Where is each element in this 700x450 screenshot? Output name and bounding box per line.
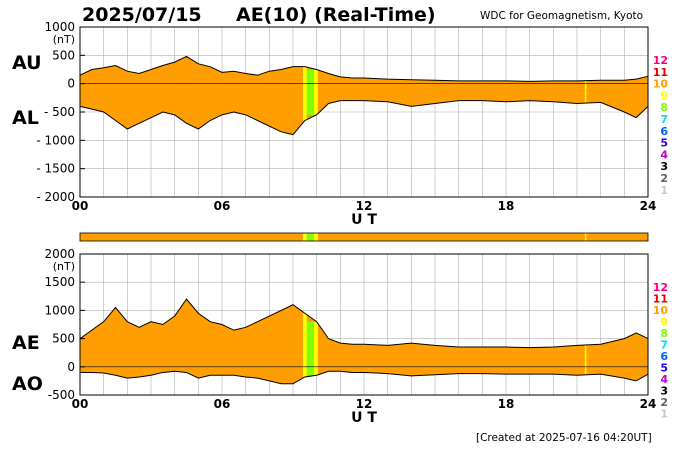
panel-ae-ao-unit-label: (nT) (53, 260, 75, 273)
panel-au-al-xtick-label: 24 (640, 199, 657, 213)
data-center-label: WDC for Geomagnetism, Kyoto (480, 10, 644, 22)
panel-au-al-series-label-al: AL (12, 107, 39, 129)
panel-au-al-unit-label: (nT) (53, 33, 75, 46)
panel-ae-ao-ytick-label: 2000 (44, 247, 75, 261)
panel-ae-ao-series-label-ae: AE (12, 332, 40, 354)
panel-ae-ao-series-label-ao: AO (12, 373, 43, 395)
panel-au-al-station-count-10: 10 (653, 78, 669, 91)
panel-ae-ao-station-count-9: 9 (660, 316, 668, 329)
panel-ae-ao-station-count-4: 4 (660, 373, 668, 386)
panel-ae-ao-area (80, 299, 648, 384)
panel-ae-ao-ytick-label: 0 (67, 360, 75, 374)
panel-ae-ao-station-count-2: 2 (660, 396, 668, 409)
panel-au-al-ytick-label: - 500 (44, 105, 75, 119)
panel-au-al-station-count-8: 8 (660, 101, 668, 114)
panel-ae-ao-station-count-1: 1 (660, 408, 668, 421)
panel-au-al-station-count-5: 5 (660, 137, 668, 150)
panel-ae-ao-xtick-label: 12 (356, 397, 373, 411)
panel-au-al-xtick-label: 18 (498, 199, 515, 213)
panel-au-al-ytick-label: 500 (52, 48, 75, 62)
panel-au-al-station-count-1: 1 (660, 184, 668, 197)
panel-ae-ao-xaxis-label: U T (351, 410, 377, 426)
panel-ae-ao-station-count-10: 10 (653, 304, 669, 317)
panel-ae-ao-ytick-label: 500 (52, 332, 75, 346)
panel-ae-ao-xtick-label: 18 (498, 397, 515, 411)
station-count-bar (79, 232, 649, 242)
panel-au-al-station-count-3: 3 (660, 160, 668, 173)
panel-ae-ao-station-count-3: 3 (660, 385, 668, 398)
panel-ae-ao-xtick-label: 06 (214, 397, 231, 411)
panel-au-al-station-band (584, 80, 587, 103)
panel-au-al-station-band (313, 69, 318, 115)
station-count-bar-segment (313, 233, 318, 241)
panel-ae-ao-series-ao (80, 370, 649, 385)
panel-ae-ao-ytick-label: 1000 (44, 303, 75, 317)
panel-ae-ao-station-band (313, 321, 318, 376)
station-count-bar-segment (306, 233, 314, 241)
panel-au-al-station-count-7: 7 (660, 113, 668, 126)
panel-ae-ao-xtick-label: 24 (640, 397, 657, 411)
panel-ae-ao-station-count-8: 8 (660, 327, 668, 340)
panel-ae-ao-station-count-12: 12 (653, 281, 668, 294)
panel-au-al-ytick-label: - 1000 (36, 133, 75, 147)
panel-au-al-ytick-label: - 1500 (36, 162, 75, 176)
panel-au-al-station-band (302, 66, 307, 121)
panel-au-al-area (80, 56, 648, 135)
panel-au-al-xtick-label: 06 (214, 199, 231, 213)
station-count-bar-segment (584, 233, 587, 241)
panel-au-al-station-count-4: 4 (660, 148, 668, 161)
panel-au-al-station-count-12: 12 (653, 54, 668, 67)
panel-ae-ao-series-ae (79, 298, 649, 349)
panel-ae-ao-station-band (306, 321, 314, 376)
panel-au-al-station-count-2: 2 (660, 172, 668, 185)
panel-ae-ao-xtick-label: 00 (72, 397, 89, 411)
panel-ae-ao-station-band (584, 344, 587, 375)
panel-au-al-xtick-label: 00 (72, 199, 89, 213)
chart-date: 2025/07/15 (82, 4, 202, 26)
chart-title: AE(10) (Real-Time) (236, 4, 436, 26)
panel-ae-ao-frame (79, 253, 649, 396)
panel-ae-ao-station-count-11: 11 (653, 293, 668, 306)
panel-au-al-station-band (306, 69, 314, 115)
panel-au-al-series-al (79, 100, 649, 136)
panel-au-al-series-label-au: AU (12, 52, 42, 74)
created-timestamp: [Created at 2025-07-16 04:20UT] (476, 432, 652, 444)
panel-au-al-xtick-label: 12 (356, 199, 373, 213)
panel-au-al-station-count-9: 9 (660, 89, 668, 102)
panel-ae-ao-ytick-label: 1500 (44, 275, 75, 289)
panel-au-al-ytick-label: 0 (67, 77, 75, 91)
panel-au-al-series-au (79, 55, 649, 82)
station-count-bar-segment (302, 233, 307, 241)
panel-ae-ao-station-count-5: 5 (660, 362, 668, 375)
panel-au-al-station-count-11: 11 (653, 66, 668, 79)
panel-ae-ao-station-count-6: 6 (660, 350, 668, 363)
panel-au-al-xaxis-label: U T (351, 212, 377, 228)
panel-au-al-ytick-label: 1000 (44, 20, 75, 34)
panel-ae-ao-station-count-7: 7 (660, 339, 668, 352)
panel-au-al-ytick-label: - 2000 (36, 190, 75, 204)
panel-ae-ao-station-band (302, 313, 307, 377)
panel-au-al-station-count-6: 6 (660, 125, 668, 138)
panel-ae-ao-ytick-label: -500 (48, 388, 75, 402)
